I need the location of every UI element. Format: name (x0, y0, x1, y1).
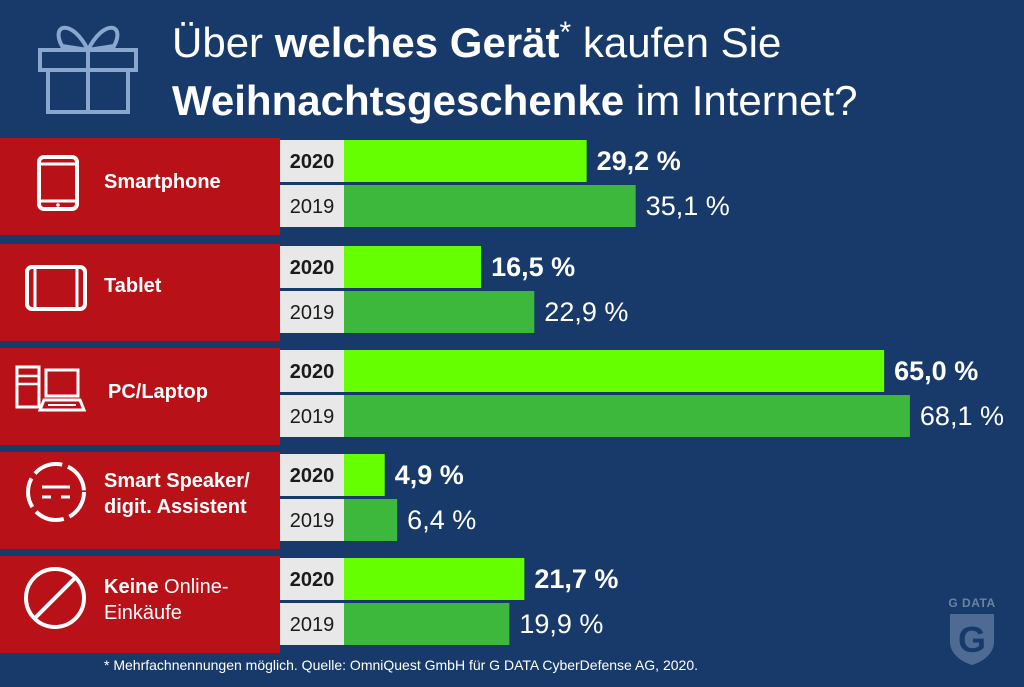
data-label-2020: 4,9 % (395, 460, 464, 490)
gift-icon (38, 25, 138, 114)
year-label: 2020 (290, 569, 335, 591)
bar-2020 (344, 246, 482, 288)
svg-text:G: G (958, 619, 986, 660)
bar-2020 (344, 558, 525, 600)
data-label-2019: 19,9 % (519, 609, 603, 639)
category-label-smartphone: Smartphone (104, 171, 221, 193)
bar-2020 (344, 350, 885, 392)
year-label-box (280, 246, 344, 288)
year-label-box (280, 558, 344, 600)
footnote: * Mehrfachnennungen möglich. Quelle: Omn… (104, 657, 698, 673)
year-label: 2020 (290, 361, 335, 383)
bar-2019 (344, 185, 636, 227)
bar-2020 (344, 140, 587, 182)
year-label-box (280, 499, 344, 541)
category-label-tablet: Tablet (104, 275, 162, 297)
pc-laptop-icon (15, 365, 87, 412)
year-label: 2020 (290, 151, 335, 173)
year-label-box (280, 185, 344, 227)
data-label-2020: 16,5 % (491, 252, 575, 282)
year-label-box (280, 350, 344, 392)
data-label-2020: 29,2 % (597, 146, 681, 176)
bar-2019 (344, 603, 510, 645)
data-label-2020: 21,7 % (534, 564, 618, 594)
year-label: 2019 (290, 614, 335, 636)
bar-2019 (344, 499, 398, 541)
year-label: 2019 (290, 510, 335, 532)
category-panel (0, 452, 280, 549)
data-label-2020: 65,0 % (894, 356, 978, 386)
category-panel (0, 138, 280, 235)
category-label-pc-laptop: PC/Laptop (108, 381, 208, 403)
chart-title-line-1: Über welches Gerät* kaufen Sie (172, 16, 782, 66)
data-label-2019: 68,1 % (920, 401, 1004, 431)
smart-speaker-icon (26, 462, 86, 522)
no-shopping-icon (24, 567, 86, 629)
year-label: 2020 (290, 465, 335, 487)
year-label-box (280, 454, 344, 496)
category-label-smart-speaker: Smart Speaker/digit. Assistent (104, 470, 250, 518)
smartphone-icon (37, 155, 79, 211)
year-label: 2019 (290, 406, 335, 428)
year-label-box (280, 291, 344, 333)
bar-2019 (344, 291, 535, 333)
category-panel (0, 244, 280, 341)
chart-title-line-2: Weihnachtsgeschenke im Internet? (172, 77, 858, 124)
tablet-icon (25, 265, 87, 311)
year-label: 2019 (290, 196, 335, 218)
year-label: 2019 (290, 302, 335, 324)
bar-2019 (344, 395, 910, 437)
year-label: 2020 (290, 257, 335, 279)
category-label-keine-online: Keine Online- Einkäufe (104, 576, 229, 624)
year-label-box (280, 395, 344, 437)
year-label-box (280, 603, 344, 645)
gdata-logo: G (950, 614, 994, 665)
data-label-2019: 35,1 % (646, 191, 730, 221)
year-label-box (280, 140, 344, 182)
gdata-logo-text: G DATA (948, 596, 996, 610)
data-label-2019: 6,4 % (407, 505, 476, 535)
data-label-2019: 22,9 % (544, 297, 628, 327)
bar-2020 (344, 454, 385, 496)
